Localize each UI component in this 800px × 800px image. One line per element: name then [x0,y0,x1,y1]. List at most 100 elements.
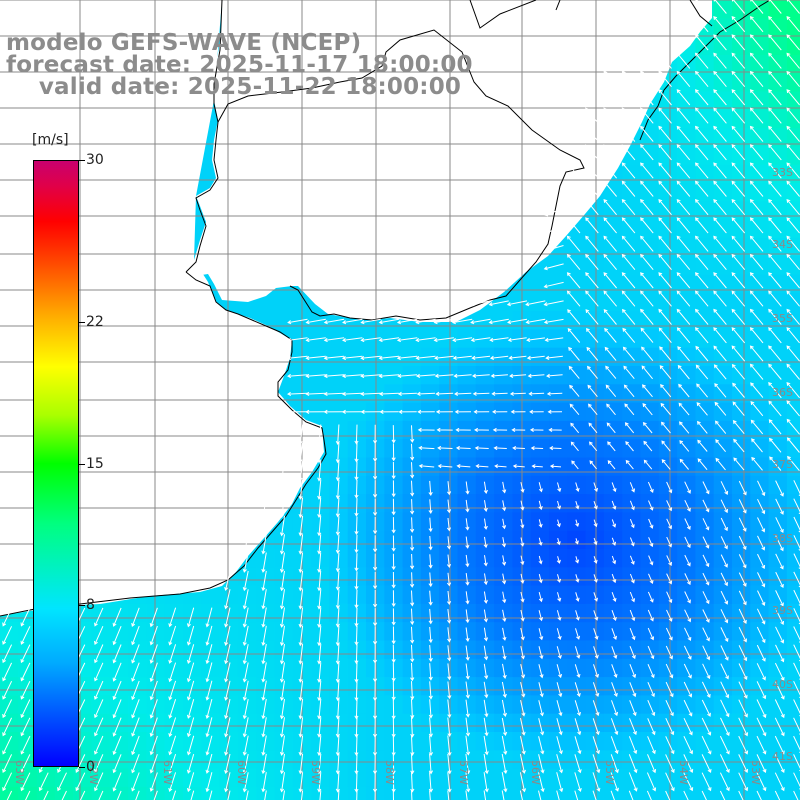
wind-arrow [621,52,636,69]
wind-arrow [647,736,656,755]
wind-arrow [775,644,785,663]
wind-arrow [428,572,433,588]
wind-arrow [676,308,691,325]
wind-arrow [676,253,691,271]
wind-arrow [305,409,326,415]
wind-arrow [733,457,745,471]
wind-speed-cell [786,274,800,294]
wind-arrow [501,772,508,793]
wind-arrow [447,590,452,606]
wind-arrow [298,589,304,610]
wind-arrow [586,365,598,379]
wind-arrow [544,337,564,343]
wind-arrow [556,772,564,793]
wind-arrow [519,772,527,793]
wind-arrow [372,571,378,590]
wind-arrow [592,700,600,717]
wind-arrow [538,736,545,755]
wind-arrow [520,591,525,603]
wind-arrow [731,290,746,307]
wind-arrow [410,681,415,701]
wind-arrow [538,591,543,603]
wind-speed-cell [713,786,733,800]
wind-arrow [20,680,31,700]
wind-arrow [502,573,507,585]
wind-arrow [538,555,543,565]
wind-arrow [592,718,600,736]
wind-arrow [335,662,340,683]
wind-arrow [483,555,488,567]
wind-arrow [20,626,31,645]
wind-arrow [149,662,158,683]
wind-arrow [629,519,635,529]
wind-arrow [793,626,800,643]
wind-arrow [360,337,381,343]
wind-arrow [279,589,285,610]
wind-arrow [658,70,672,88]
wind-arrow [502,481,507,494]
wind-arrow [570,441,579,452]
wind-arrow [592,736,600,755]
wind-arrow [648,573,654,584]
wind-arrow [112,626,122,646]
wind-arrow [465,591,470,605]
wind-arrow [793,699,800,717]
colorbar-tick-label: 15 [86,455,104,472]
wind-arrow [360,373,381,379]
wind-arrow [621,253,636,271]
wind-arrow [465,735,471,756]
wind-arrow [556,500,562,510]
wind-arrow [409,535,415,552]
wind-arrow [701,717,712,736]
wind-arrow [786,253,800,271]
wind-arrow [227,790,231,800]
longitude-label: 63W [13,760,26,785]
wind-arrow [676,89,691,106]
wind-arrow [603,125,617,142]
wind-arrow [483,681,489,699]
wind-arrow [611,610,617,621]
wind-arrow [787,455,800,472]
wind-arrow [435,391,454,396]
wind-arrow [607,460,616,470]
wind-arrow [658,180,672,197]
longitude-label: 55W [603,760,616,785]
wind-speed-cell [786,0,800,19]
wind-arrow [731,363,745,380]
wind-arrow [549,445,562,451]
wind-arrow [786,180,800,197]
wind-arrow [354,516,359,535]
wind-arrow [172,790,177,800]
wind-arrow [224,625,231,646]
wind-speed-cell [786,18,800,38]
wind-arrow [676,235,691,252]
wind-arrow [529,409,544,414]
wind-arrow [242,772,249,793]
wind-arrow [684,609,692,623]
wind-arrow [287,337,308,343]
wind-speed-cell [786,237,800,257]
wind-arrow [566,290,581,307]
wind-arrow [648,500,654,511]
wind-speed-cell [786,786,800,800]
wind-arrow [354,753,359,775]
coastline-uruguay [185,0,223,273]
wind-arrow [411,790,413,800]
wind-arrow [732,420,745,435]
wind-arrow [786,308,800,325]
wind-arrow [713,162,727,179]
wind-arrow [713,198,727,216]
wind-speed-cell [786,311,800,330]
wind-speed-cell [786,658,800,678]
wind-arrow [502,663,507,679]
wind-speed-cell [549,786,568,800]
wind-arrow [186,662,195,683]
latitude-label: 38S [772,532,793,545]
wind-arrow [372,553,378,571]
wind-arrow [557,482,562,493]
wind-arrow [695,0,709,14]
wind-arrow [473,409,490,414]
wind-arrow [556,646,562,659]
wind-arrow [335,552,341,573]
wind-arrow [621,180,636,197]
